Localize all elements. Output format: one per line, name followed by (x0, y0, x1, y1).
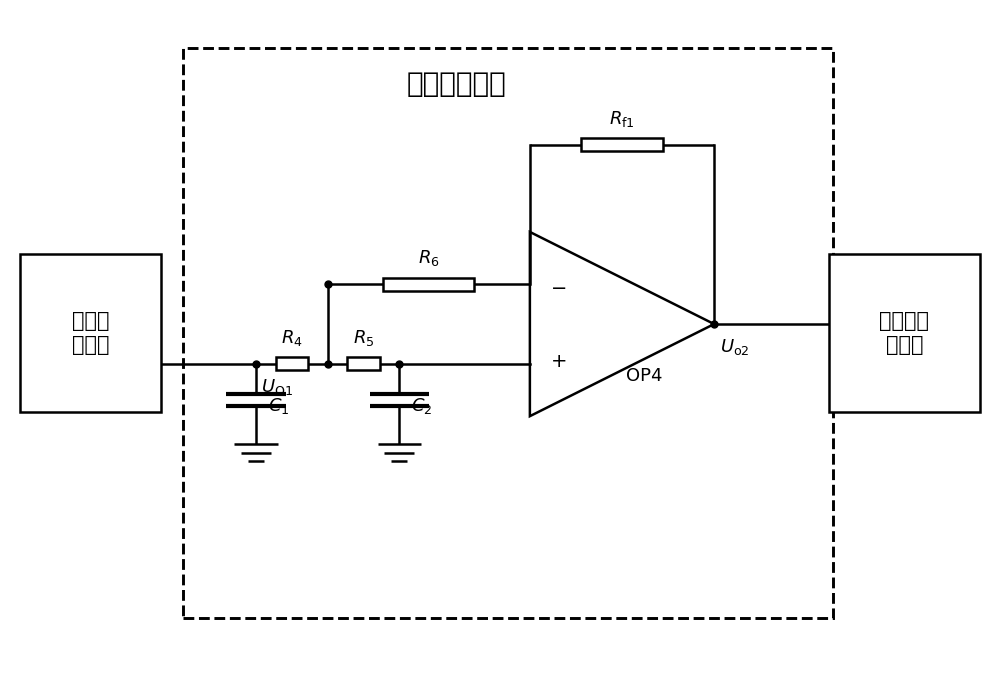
Bar (581, 138, 663, 151)
Text: $-$: $-$ (550, 277, 566, 296)
Bar (347, 357, 380, 370)
Bar (20, 254, 161, 412)
Bar (276, 357, 308, 370)
Text: 前置放
大电路: 前置放 大电路 (72, 311, 109, 355)
Text: 偏置及保
护电路: 偏置及保 护电路 (879, 311, 929, 355)
Text: $R_6$: $R_6$ (418, 248, 440, 268)
Bar (383, 278, 474, 290)
Text: $C_2$: $C_2$ (411, 396, 433, 416)
Bar (183, 49, 833, 618)
Text: $C_1$: $C_1$ (268, 396, 289, 416)
Text: $+$: $+$ (550, 353, 566, 371)
Text: OP4: OP4 (626, 367, 662, 385)
Text: $U_{\mathrm{O1}}$: $U_{\mathrm{O1}}$ (261, 377, 293, 397)
Text: $R_5$: $R_5$ (353, 328, 374, 348)
Text: $R_{\mathrm{f1}}$: $R_{\mathrm{f1}}$ (609, 109, 635, 129)
Text: $U_{\mathrm{o2}}$: $U_{\mathrm{o2}}$ (720, 337, 750, 357)
Bar (829, 254, 980, 412)
Text: $R_4$: $R_4$ (281, 328, 303, 348)
Text: 低通滤波电路: 低通滤波电路 (406, 70, 506, 98)
